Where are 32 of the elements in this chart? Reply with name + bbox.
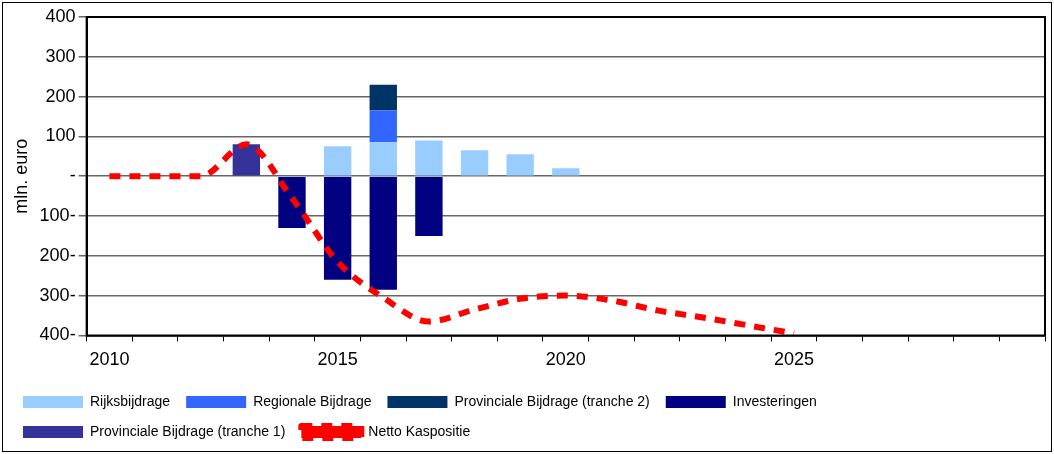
bar — [415, 176, 443, 236]
legend-label: Netto Kaspositie — [368, 422, 471, 439]
y-tick-label: 100- — [39, 204, 76, 225]
x-tick-label: 2020 — [545, 349, 586, 370]
y-tick-label: 300 — [45, 45, 76, 66]
x-tick-label: 2025 — [773, 349, 815, 370]
bar — [369, 176, 397, 290]
y-tick-label: 200- — [39, 244, 76, 265]
bar — [369, 84, 397, 111]
x-tick-label: 2015 — [317, 349, 358, 370]
y-tick-label: 200 — [45, 85, 76, 106]
bar — [323, 146, 352, 176]
y-tick-label: - — [69, 165, 76, 186]
legend-label: Rijksbijdrage — [90, 392, 171, 409]
y-tick-label: 100 — [45, 125, 76, 146]
legend-label: Provinciale Bijdrage (tranche 1) — [90, 422, 286, 439]
bar — [323, 176, 352, 280]
y-tick-label: 400- — [39, 324, 76, 345]
y-axis-title: mln. euro — [10, 138, 31, 214]
legend-label: Regionale Bijdrage — [253, 392, 372, 409]
bar — [415, 140, 443, 176]
legend-label: Investeringen — [732, 392, 817, 409]
x-tick-label: 2010 — [89, 349, 130, 370]
legend-label: Provinciale Bijdrage (tranche 2) — [454, 392, 650, 409]
y-tick-label: 300- — [39, 284, 76, 305]
y-tick-label: 400 — [45, 5, 76, 26]
bar — [369, 110, 397, 143]
bar — [506, 154, 534, 176]
bar — [552, 168, 580, 176]
bar — [232, 144, 261, 176]
bar — [369, 142, 397, 176]
bar — [460, 150, 489, 176]
